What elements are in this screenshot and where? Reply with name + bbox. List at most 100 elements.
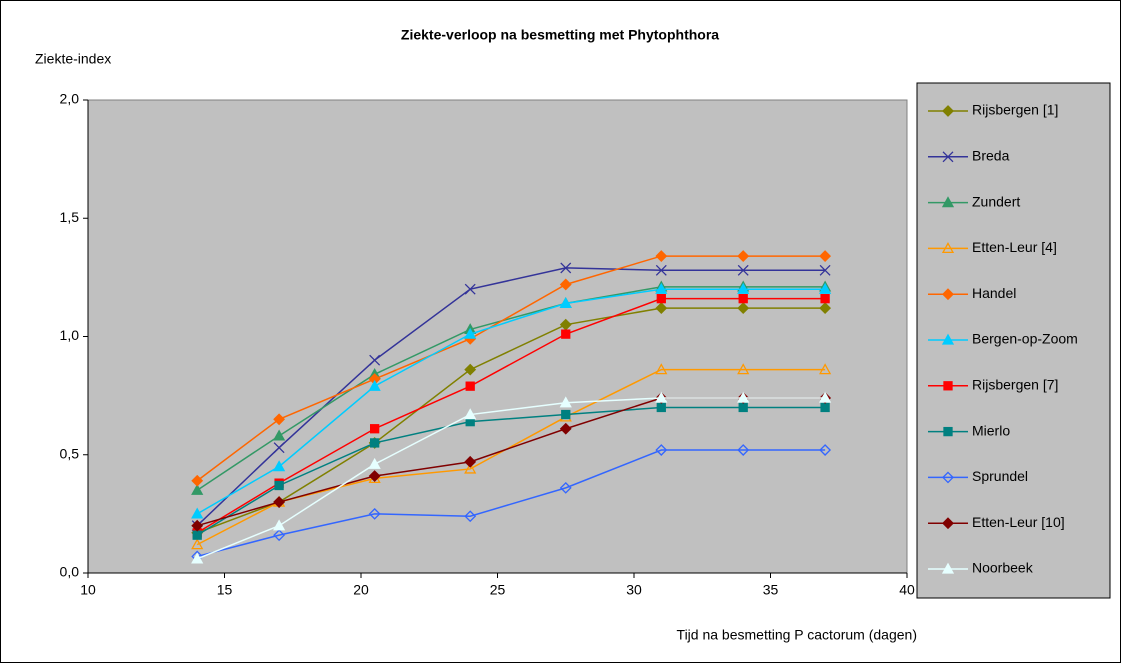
marker [561, 329, 571, 339]
x-axis-title: Tijd na besmetting P cactorum (dagen) [677, 627, 917, 643]
marker [369, 438, 380, 448]
marker [655, 391, 668, 403]
series-line [196, 307, 826, 534]
marker [655, 363, 668, 375]
marker [273, 529, 286, 542]
series-line [196, 406, 826, 536]
marker [559, 422, 572, 435]
y-tick-label: 1,0 [60, 327, 80, 343]
marker [273, 496, 286, 508]
marker [369, 424, 380, 434]
marker [560, 262, 572, 274]
marker [191, 519, 204, 532]
marker [559, 481, 572, 494]
marker [655, 444, 668, 456]
legend-marker [943, 426, 953, 437]
x-tick-label: 15 [217, 582, 233, 598]
legend-label: Rijsbergen [1] [972, 102, 1058, 118]
marker [737, 302, 750, 315]
y-axis-title: Ziekte-index [35, 51, 111, 67]
legend-marker [942, 517, 954, 530]
marker [464, 462, 477, 474]
marker [559, 297, 572, 309]
marker [191, 552, 204, 564]
marker [464, 283, 476, 295]
legend-marker [942, 105, 954, 117]
marker [191, 483, 204, 495]
marker [656, 294, 666, 304]
marker [368, 379, 381, 391]
marker [737, 282, 750, 294]
legend-label: Zundert [972, 193, 1020, 209]
marker [561, 409, 571, 420]
marker [368, 507, 381, 520]
marker [820, 294, 830, 304]
marker [737, 444, 750, 456]
y-tick-label: 2,0 [60, 91, 80, 107]
legend-label: Mierlo [972, 422, 1010, 438]
marker [655, 250, 668, 263]
marker [272, 429, 286, 441]
marker [737, 363, 750, 375]
marker [738, 402, 748, 413]
marker [273, 442, 285, 454]
legend-marker [941, 333, 955, 345]
marker [820, 402, 830, 413]
marker [655, 282, 668, 294]
series-line [196, 288, 826, 515]
marker [737, 391, 750, 403]
marker [818, 363, 832, 375]
marker [818, 282, 832, 294]
marker [737, 250, 750, 263]
marker [191, 474, 204, 487]
legend-label: Breda [972, 148, 1010, 164]
marker [656, 402, 666, 413]
y-tick-label: 0,5 [60, 445, 80, 461]
marker [192, 530, 202, 540]
marker [818, 391, 832, 403]
marker [464, 408, 477, 420]
marker [464, 327, 477, 339]
series-line [196, 397, 826, 560]
legend-label: Bergen-op-Zoom [972, 331, 1078, 347]
marker [655, 264, 667, 276]
legend-label: Etten-Leur [4] [972, 239, 1057, 255]
marker [559, 278, 572, 291]
marker [655, 302, 668, 315]
series-line [197, 449, 826, 558]
marker [191, 507, 204, 519]
marker [368, 470, 381, 482]
legend-marker [941, 562, 955, 574]
y-tick-label: 1,5 [60, 209, 80, 225]
marker [737, 264, 749, 276]
marker [819, 264, 831, 276]
marker [464, 510, 477, 523]
x-tick-label: 30 [626, 582, 642, 598]
legend-marker [941, 196, 955, 208]
legend-label: Etten-Leur [10] [972, 514, 1065, 530]
series-line [196, 297, 826, 534]
marker [368, 457, 381, 469]
series-line [196, 286, 826, 491]
x-tick-label: 10 [80, 582, 96, 598]
marker [738, 294, 748, 304]
marker [274, 480, 284, 491]
marker [819, 444, 832, 456]
marker [273, 413, 286, 426]
x-tick-label: 20 [353, 582, 369, 598]
marker [819, 250, 832, 263]
x-tick-label: 40 [899, 582, 915, 598]
marker [191, 538, 204, 550]
marker [272, 519, 286, 531]
y-tick-label: 0,0 [60, 564, 80, 580]
legend-marker [942, 151, 954, 163]
series-line [196, 255, 826, 482]
marker [819, 302, 832, 315]
marker [559, 396, 572, 408]
series-line [196, 267, 826, 527]
marker [464, 363, 477, 376]
x-tick-label: 25 [490, 582, 506, 598]
legend-label: Sprundel [972, 468, 1028, 484]
legend-marker [942, 288, 954, 301]
